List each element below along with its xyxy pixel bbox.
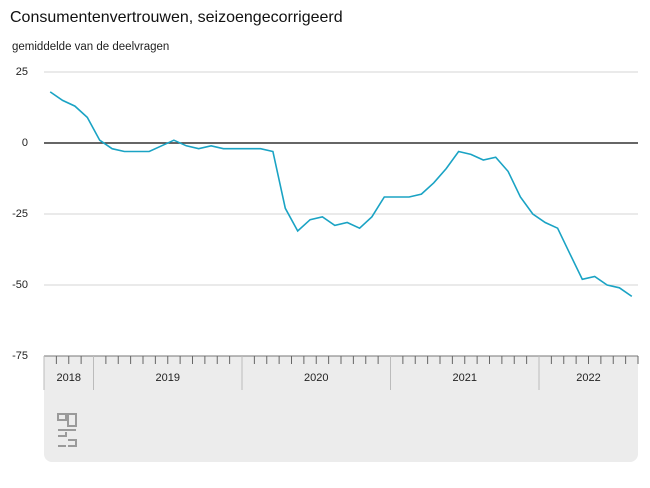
line <box>49 91 633 298</box>
x-tick-label: 2021 <box>453 372 477 384</box>
logo <box>57 413 77 447</box>
y-tick-label: -50 <box>12 279 28 291</box>
x-tick-label: 2022 <box>576 372 600 384</box>
y-tick-label: -25 <box>12 208 28 220</box>
x-tick-label: 2019 <box>156 372 180 384</box>
x-tick-label: 2020 <box>304 372 328 384</box>
y-tick-label: 25 <box>16 66 28 78</box>
x-tick-label: 2018 <box>57 372 81 384</box>
y-tick-label: 0 <box>22 137 28 149</box>
y-axis-label: gemiddelde van de deelvragen <box>12 41 169 53</box>
chart-title: Consumentenvertrouwen, seizoengecorrigee… <box>10 9 343 26</box>
y-tick-label: -75 <box>12 350 28 362</box>
axis-band <box>44 356 638 462</box>
